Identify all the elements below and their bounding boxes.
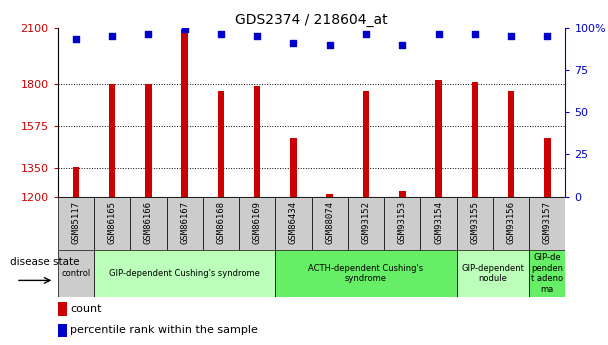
Text: GSM86169: GSM86169 [253, 201, 261, 244]
Text: percentile rank within the sample: percentile rank within the sample [71, 325, 258, 335]
Point [542, 33, 552, 39]
Text: ACTH-dependent Cushing's
syndrome: ACTH-dependent Cushing's syndrome [308, 264, 424, 283]
Bar [544, 138, 551, 197]
Bar [363, 91, 369, 197]
Text: GSM85117: GSM85117 [71, 201, 80, 244]
Bar [145, 84, 151, 197]
Text: GSM88074: GSM88074 [325, 201, 334, 244]
Text: GSM86165: GSM86165 [108, 201, 117, 244]
Bar [94, 197, 130, 250]
Bar [239, 197, 275, 250]
Text: GIP-dependent Cushing's syndrome: GIP-dependent Cushing's syndrome [109, 269, 260, 278]
Text: GSM93157: GSM93157 [543, 201, 552, 244]
Text: GSM93152: GSM93152 [362, 201, 370, 244]
Bar [203, 197, 239, 250]
Bar [457, 250, 529, 297]
Bar [457, 197, 493, 250]
Text: GSM86168: GSM86168 [216, 201, 226, 244]
Bar [58, 302, 67, 316]
Text: GSM93156: GSM93156 [506, 201, 516, 244]
Point [107, 33, 117, 39]
Text: GSM86166: GSM86166 [144, 201, 153, 244]
Point [506, 33, 516, 39]
Text: GSM93155: GSM93155 [470, 201, 479, 244]
Bar [493, 197, 529, 250]
Text: GIP-dependent
nodule: GIP-dependent nodule [461, 264, 524, 283]
Point [470, 32, 480, 37]
Bar [384, 197, 420, 250]
Point [398, 42, 407, 47]
Bar [109, 84, 116, 197]
Bar [326, 194, 333, 197]
Bar [399, 191, 406, 197]
Bar [72, 167, 79, 197]
Bar [311, 197, 348, 250]
Text: control: control [61, 269, 91, 278]
Bar [508, 91, 514, 197]
Point [434, 32, 443, 37]
Text: GSM86167: GSM86167 [180, 201, 189, 244]
Point [180, 27, 190, 32]
Bar [420, 197, 457, 250]
Bar [130, 197, 167, 250]
Text: GSM93154: GSM93154 [434, 201, 443, 244]
Bar [275, 250, 457, 297]
Point [71, 37, 81, 42]
Point [289, 40, 299, 46]
Text: GSM86434: GSM86434 [289, 201, 298, 244]
Bar [348, 197, 384, 250]
Bar [290, 138, 297, 197]
Bar [529, 197, 565, 250]
Point [143, 32, 153, 37]
Point [325, 42, 334, 47]
Point [361, 32, 371, 37]
Bar [472, 82, 478, 197]
Text: GIP-de
penden
t adeno
ma: GIP-de penden t adeno ma [531, 253, 564, 294]
Bar [435, 80, 442, 197]
Bar [254, 86, 260, 197]
Point [216, 32, 226, 37]
Bar [167, 197, 203, 250]
Point [252, 33, 262, 39]
Text: disease state: disease state [10, 257, 79, 267]
Bar [529, 250, 565, 297]
Bar [94, 250, 275, 297]
Bar [58, 324, 67, 337]
Bar [218, 91, 224, 197]
Text: count: count [71, 304, 102, 314]
Title: GDS2374 / 218604_at: GDS2374 / 218604_at [235, 12, 388, 27]
Bar [181, 29, 188, 197]
Bar [58, 250, 94, 297]
Bar [275, 197, 311, 250]
Text: GSM93153: GSM93153 [398, 201, 407, 244]
Bar [58, 197, 94, 250]
